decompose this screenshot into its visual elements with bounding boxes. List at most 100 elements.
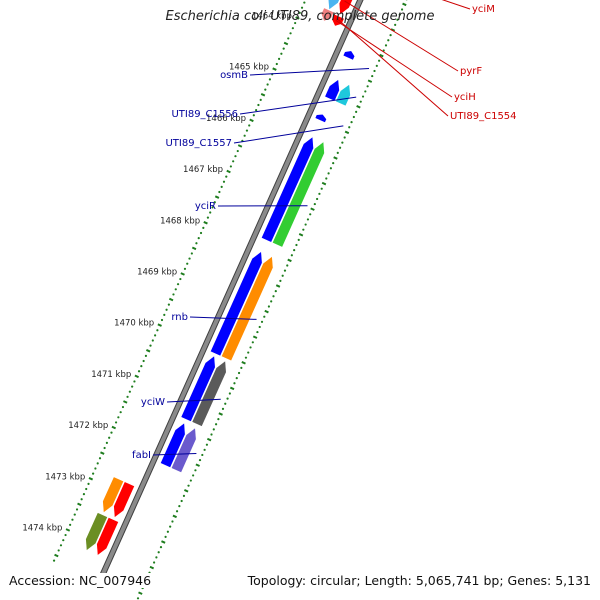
gene-label-rnb[interactable]: rnb	[171, 312, 188, 323]
leader-line-UTI89_C1556	[240, 97, 356, 114]
half-tick	[322, 183, 326, 185]
half-tick	[238, 145, 242, 147]
minor-tick	[213, 428, 215, 430]
minor-tick	[143, 360, 145, 362]
minor-tick	[115, 421, 117, 423]
minor-tick	[284, 270, 286, 272]
minor-tick	[149, 345, 151, 347]
minor-tick	[224, 403, 226, 405]
minor-tick	[272, 295, 274, 297]
minor-tick	[325, 177, 327, 179]
half-tick	[207, 439, 211, 441]
minor-tick	[279, 280, 281, 282]
genome-summary: Topology: circular; Length: 5,065,741 bp…	[248, 573, 591, 588]
tick-label: 1474 kbp	[22, 523, 62, 533]
minor-tick	[337, 152, 339, 154]
minor-tick	[85, 488, 87, 490]
minor-tick	[163, 314, 165, 316]
minor-tick	[298, 239, 300, 241]
minor-tick	[106, 442, 108, 444]
minor-tick	[364, 90, 366, 92]
minor-tick	[280, 53, 282, 55]
gene-label-UTI89_C1554[interactable]: UTI89_C1554	[450, 111, 517, 122]
minor-tick	[155, 556, 157, 558]
minor-tick	[164, 536, 166, 538]
minor-tick	[376, 65, 378, 67]
minor-tick	[270, 300, 272, 302]
minor-tick	[202, 227, 204, 229]
minor-tick	[269, 78, 271, 80]
minor-tick	[175, 288, 177, 290]
minor-tick	[226, 398, 228, 400]
tick-label: 1469 kbp	[137, 267, 177, 277]
gene-label-yciH[interactable]: yciH	[454, 92, 476, 103]
minor-tick	[53, 560, 55, 562]
minor-tick	[332, 162, 334, 164]
major-tick	[242, 362, 246, 364]
half-tick	[345, 132, 349, 134]
minor-tick	[81, 498, 83, 500]
minor-tick	[172, 293, 174, 295]
minor-tick	[389, 34, 391, 36]
gene-label-yciW[interactable]: yciW	[141, 397, 165, 408]
gene-label-fabI[interactable]: fabI	[132, 450, 151, 461]
leader-line-UTI89_C1554	[337, 18, 448, 116]
minor-tick	[74, 513, 76, 515]
minor-tick	[255, 109, 257, 111]
gene-label-pyrF[interactable]: pyrF	[460, 66, 482, 77]
major-tick	[181, 273, 185, 275]
minor-tick	[378, 60, 380, 62]
gene-label-yciR[interactable]: yciR	[195, 201, 216, 212]
minor-tick	[316, 198, 318, 200]
major-tick	[227, 171, 231, 173]
minor-tick	[183, 495, 185, 497]
tick-label: 1467 kbp	[183, 165, 223, 175]
major-tick	[311, 208, 315, 210]
minor-tick	[314, 203, 316, 205]
minor-tick	[283, 48, 285, 50]
gene-arrow-UTI89_C1557[interactable]	[315, 114, 327, 122]
gene-label-UTI89_C1556[interactable]: UTI89_C1556	[171, 109, 238, 120]
minor-tick	[263, 316, 265, 318]
minor-tick	[259, 326, 261, 328]
gene-label-osmB[interactable]: osmB	[220, 70, 248, 81]
minor-tick	[103, 447, 105, 449]
minor-tick	[240, 367, 242, 369]
minor-tick	[394, 24, 396, 26]
minor-tick	[154, 334, 156, 336]
minor-tick	[264, 89, 266, 91]
major-tick	[403, 4, 407, 6]
minor-tick	[293, 249, 295, 251]
half-tick	[261, 94, 265, 96]
minor-tick	[181, 500, 183, 502]
minor-tick	[122, 406, 124, 408]
minor-tick	[385, 44, 387, 46]
gene-arrow-osmB[interactable]	[343, 51, 355, 60]
minor-tick	[176, 510, 178, 512]
minor-tick	[275, 290, 277, 292]
minor-tick	[133, 380, 135, 382]
gene-labels: osmB UTI89_C1556 UTI89_C1557 yciR rnb yciW fab…	[132, 0, 517, 461]
minor-tick	[69, 524, 71, 526]
minor-tick	[210, 433, 212, 435]
minor-tick	[110, 432, 112, 434]
major-tick	[334, 157, 338, 159]
tick-label: 1473 kbp	[45, 472, 85, 482]
minor-tick	[64, 534, 66, 536]
gene-label-UTI89_C1557[interactable]: UTI89_C1557	[165, 138, 232, 149]
minor-tick	[246, 129, 248, 131]
minor-tick	[360, 101, 362, 103]
minor-tick	[348, 126, 350, 128]
minor-tick	[92, 473, 94, 475]
minor-tick	[287, 37, 289, 39]
minor-tick	[330, 167, 332, 169]
half-tick	[215, 196, 219, 198]
half-tick	[146, 350, 150, 352]
minor-tick	[158, 551, 160, 553]
minor-tick	[60, 544, 62, 546]
major-tick	[265, 311, 269, 313]
minor-tick	[178, 505, 180, 507]
half-tick	[184, 490, 188, 492]
minor-tick	[278, 58, 280, 60]
minor-tick	[257, 104, 259, 106]
